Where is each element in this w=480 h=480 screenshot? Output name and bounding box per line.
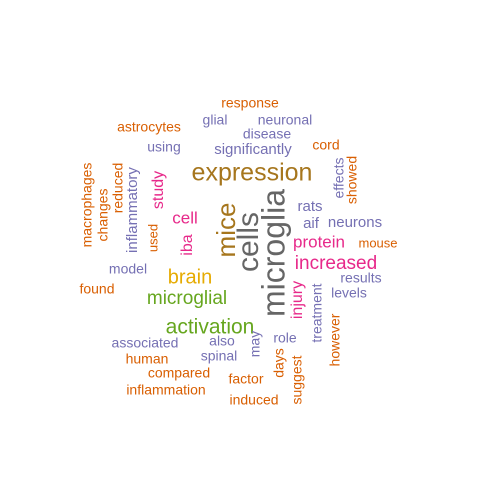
word-using: using: [147, 139, 180, 155]
word-mouse: mouse: [358, 235, 397, 250]
word-spinal: spinal: [201, 348, 238, 364]
word-macrophages: macrophages: [79, 163, 95, 248]
word-microglia: microglia: [255, 189, 291, 317]
word-reduced: reduced: [110, 163, 126, 214]
word-aif: aif: [303, 215, 320, 232]
word-increased: increased: [295, 253, 377, 274]
word-used: used: [145, 224, 160, 252]
word-significantly: significantly: [214, 141, 292, 158]
word-inflammation: inflammation: [126, 382, 205, 398]
word-model: model: [109, 261, 147, 277]
word-results: results: [340, 270, 381, 286]
word-also: also: [209, 333, 235, 349]
word-however: however: [327, 313, 343, 366]
word-activation: activation: [166, 316, 255, 339]
word-disease: disease: [243, 126, 291, 142]
word-treatment: treatment: [309, 283, 325, 342]
word-iba: iba: [179, 234, 196, 255]
word-neuronal: neuronal: [258, 112, 313, 128]
word-factor: factor: [228, 371, 263, 387]
word-astrocytes: astrocytes: [117, 119, 181, 135]
word-response: response: [221, 95, 279, 111]
word-found: found: [79, 281, 114, 297]
word-cell: cell: [172, 208, 198, 227]
word-days: days: [271, 348, 287, 378]
word-cells: cells: [232, 212, 265, 272]
word-rats: rats: [297, 198, 322, 215]
word-glial: glial: [203, 112, 228, 128]
word-inflammatory: inflammatory: [124, 167, 141, 253]
word-may: may: [247, 331, 263, 357]
word-mice: mice: [211, 203, 241, 258]
word-effects: effects: [331, 158, 347, 199]
word-study: study: [150, 171, 167, 209]
word-compared: compared: [148, 365, 210, 381]
word-brain: brain: [168, 266, 212, 288]
word-injury: injury: [289, 281, 306, 319]
word-changes: changes: [95, 189, 111, 242]
word-expression: expression: [192, 159, 313, 187]
word-showed: showed: [344, 156, 360, 204]
word-role: role: [273, 330, 297, 346]
word-neurons: neurons: [328, 214, 382, 231]
word-suggest: suggest: [289, 355, 305, 404]
word-microglial: microglial: [147, 288, 227, 309]
word-cord: cord: [312, 137, 339, 153]
word-induced: induced: [229, 392, 278, 408]
word-human: human: [126, 351, 169, 367]
word-protein: protein: [293, 232, 345, 251]
word-associated: associated: [112, 335, 179, 351]
word-levels: levels: [331, 285, 367, 301]
